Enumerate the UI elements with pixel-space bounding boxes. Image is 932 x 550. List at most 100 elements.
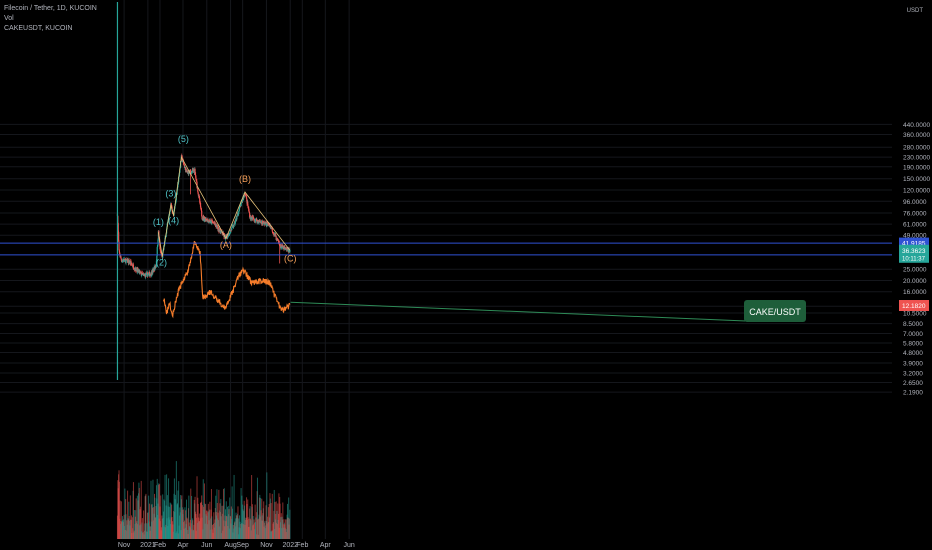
candle-body bbox=[264, 222, 266, 224]
candle-body bbox=[141, 272, 144, 275]
candle-body bbox=[199, 202, 202, 208]
legend-vol[interactable]: Vol bbox=[4, 15, 14, 22]
candle-body bbox=[275, 236, 277, 240]
volume-bar bbox=[139, 506, 141, 539]
candle-body bbox=[209, 220, 211, 223]
x-tick-label: Apr bbox=[320, 542, 332, 549]
candle-body bbox=[237, 213, 239, 215]
candle-body bbox=[144, 273, 147, 278]
volume-bar bbox=[132, 482, 134, 539]
candle-body bbox=[160, 250, 162, 253]
candle-body bbox=[157, 244, 159, 248]
candle-body bbox=[148, 271, 151, 276]
candle-body bbox=[270, 228, 273, 229]
x-tick-label: Jun bbox=[343, 542, 354, 549]
candle-body bbox=[245, 196, 248, 199]
candle-body bbox=[263, 221, 265, 223]
y-tick-label: 190.0000 bbox=[903, 164, 930, 171]
candle-body bbox=[213, 222, 215, 224]
volume-bar bbox=[141, 518, 143, 539]
candle-body bbox=[253, 218, 255, 220]
candle-body bbox=[244, 193, 246, 196]
volume-bar bbox=[191, 495, 193, 539]
volume-bar bbox=[201, 495, 203, 539]
x-tick-label: 2022 bbox=[282, 542, 298, 549]
candle-body bbox=[271, 227, 273, 232]
candle-body bbox=[232, 225, 234, 228]
volume-bar bbox=[175, 461, 177, 539]
candle-body bbox=[140, 271, 142, 276]
wave-label: (3) bbox=[165, 189, 176, 199]
candle-body bbox=[205, 219, 207, 221]
wave-lines[interactable] bbox=[158, 155, 291, 257]
axis-background bbox=[0, 539, 932, 550]
candle-body bbox=[186, 170, 188, 173]
wave-label: (C) bbox=[284, 254, 297, 264]
candle-body bbox=[240, 201, 242, 207]
candle-body bbox=[262, 221, 264, 224]
axis-currency: USDT bbox=[907, 8, 924, 14]
candle-body bbox=[159, 243, 161, 250]
volume-bar bbox=[169, 502, 171, 539]
candle-body bbox=[152, 269, 154, 273]
volume-bar bbox=[220, 516, 222, 539]
legend-overlay-title[interactable]: CAKEUSDT, KUCOIN bbox=[4, 25, 73, 32]
volume-bar bbox=[168, 478, 170, 539]
candle-body bbox=[209, 221, 211, 223]
cake-callout[interactable]: CAKE/USDT bbox=[290, 300, 806, 322]
current-price: 36.3623 bbox=[902, 248, 926, 255]
candle-body bbox=[280, 244, 282, 249]
candle-body bbox=[230, 229, 232, 232]
volume-bar bbox=[195, 514, 197, 539]
candle-body bbox=[276, 238, 278, 239]
y-tick-label: 440.0000 bbox=[903, 122, 930, 129]
y-tick-label: 61.0000 bbox=[903, 222, 927, 229]
candle-body bbox=[190, 171, 193, 174]
volume-bar bbox=[282, 502, 284, 539]
candle-body bbox=[254, 220, 257, 222]
candle-body bbox=[202, 218, 204, 220]
candle-body bbox=[133, 268, 135, 270]
volume-bar bbox=[138, 487, 140, 539]
y-tick-label: 96.0000 bbox=[903, 199, 927, 206]
volume-bar bbox=[196, 476, 198, 539]
horizontal-lines[interactable] bbox=[0, 242, 892, 256]
candle-body bbox=[155, 260, 158, 267]
overlay-price-tag-box bbox=[899, 300, 929, 312]
candle-body bbox=[194, 169, 196, 173]
volume-bar bbox=[271, 493, 273, 539]
candle-body bbox=[200, 207, 202, 211]
y-tick-label: 10.5000 bbox=[903, 311, 927, 318]
volume-bar bbox=[254, 504, 256, 539]
volume-bar bbox=[266, 472, 268, 539]
volume-bar bbox=[213, 512, 215, 539]
candle-body bbox=[197, 192, 199, 195]
volume-bar bbox=[184, 507, 186, 539]
volume-bar bbox=[269, 498, 271, 539]
candle-body bbox=[151, 270, 153, 275]
candle-body bbox=[257, 219, 259, 222]
candle-body bbox=[206, 219, 209, 222]
candle-body bbox=[281, 247, 283, 249]
candle-body bbox=[279, 246, 282, 248]
volume-bar bbox=[226, 506, 228, 539]
candle-body bbox=[283, 247, 285, 250]
candle-body bbox=[235, 219, 237, 223]
candle-body bbox=[289, 249, 291, 253]
candle-body bbox=[157, 239, 159, 245]
candle-body bbox=[228, 234, 230, 236]
price-axis[interactable]: USDT 440.0000 360.0000 280.0000 230.0000 190.… bbox=[892, 0, 932, 550]
candle-body bbox=[220, 231, 222, 234]
candle-body bbox=[118, 250, 121, 253]
candle-body bbox=[238, 209, 240, 211]
candle-body bbox=[246, 198, 248, 204]
candle-body bbox=[208, 221, 210, 223]
volume-bar bbox=[156, 478, 158, 539]
legend-main-title[interactable]: Filecoin / Tether, 1D, KUCOIN bbox=[4, 5, 97, 12]
volume-bar bbox=[173, 478, 175, 539]
candle-body bbox=[236, 216, 238, 220]
volume-bar bbox=[223, 488, 225, 539]
candle-body bbox=[273, 233, 275, 235]
